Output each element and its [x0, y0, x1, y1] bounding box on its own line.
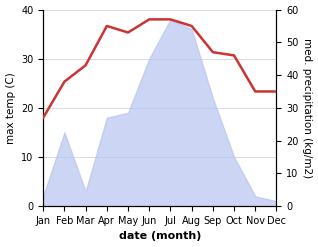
Y-axis label: med. precipitation (kg/m2): med. precipitation (kg/m2): [302, 38, 313, 178]
Y-axis label: max temp (C): max temp (C): [5, 72, 16, 144]
X-axis label: date (month): date (month): [119, 231, 201, 242]
